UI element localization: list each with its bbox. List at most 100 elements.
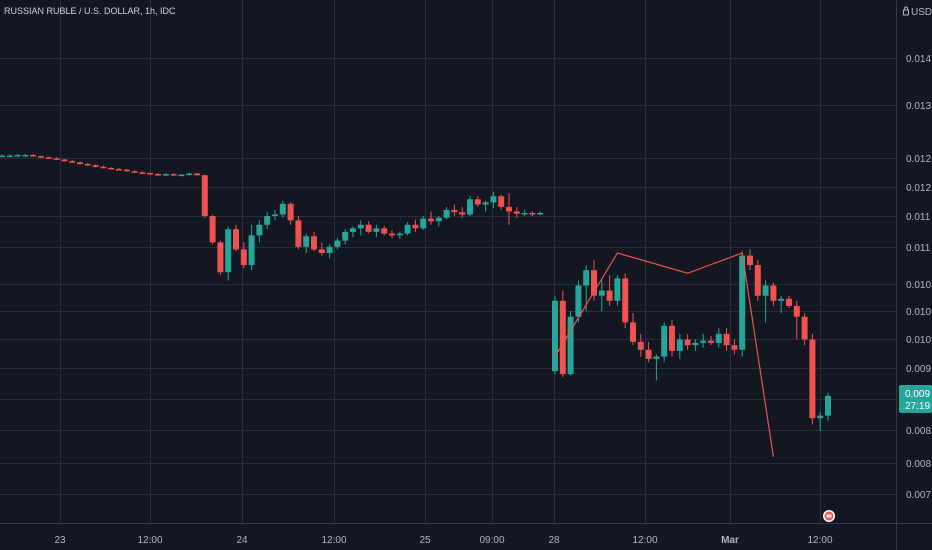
- y-tick-label: 0.012: [906, 154, 931, 165]
- candle-body: [809, 339, 816, 419]
- x-tick-label: 24: [236, 535, 248, 546]
- candle-body: [373, 228, 380, 232]
- candle-body: [786, 298, 792, 306]
- candle-body: [365, 224, 372, 232]
- candles: [0, 153, 831, 431]
- y-tick-label: 0.008: [906, 459, 931, 470]
- currency-label: USD: [911, 7, 932, 18]
- candle-body: [739, 255, 746, 350]
- candle-body: [6, 155, 13, 158]
- candle-body: [108, 167, 115, 170]
- candle-body: [490, 196, 497, 203]
- candle-body: [793, 305, 800, 317]
- chart-title: RUSSIAN RUBLE / U.S. DOLLAR, 1h, IDC: [4, 6, 176, 16]
- candle-body: [467, 199, 473, 215]
- candle-body: [334, 240, 341, 247]
- candle-body: [692, 342, 699, 346]
- candle-body: [256, 224, 263, 236]
- candle-body: [295, 220, 302, 247]
- x-tick-label: 23: [54, 535, 66, 546]
- candle-body: [77, 162, 83, 164]
- candle-body: [178, 174, 185, 177]
- y-tick-label: 0.011: [906, 212, 931, 223]
- candle-body: [482, 202, 489, 205]
- candle-body: [513, 211, 520, 214]
- candle-body: [131, 171, 138, 173]
- candle-body: [645, 349, 652, 359]
- currency-selector[interactable]: USD: [903, 6, 932, 18]
- x-tick-label: 12:00: [321, 535, 346, 546]
- pattern-polyline: [554, 252, 774, 457]
- event-icon[interactable]: [823, 510, 835, 522]
- candle-body: [684, 339, 691, 346]
- candle-body: [575, 285, 582, 317]
- candle-body: [420, 218, 427, 229]
- pattern-line: [554, 252, 774, 457]
- candle-body: [92, 165, 99, 167]
- candle-body: [303, 236, 310, 247]
- candle-body: [84, 164, 91, 166]
- candle-body: [801, 316, 808, 340]
- x-tick-label: 12:00: [807, 535, 832, 546]
- candle-body: [53, 158, 60, 160]
- candle-body: [139, 172, 146, 174]
- candle-body: [342, 231, 349, 241]
- candle-body: [614, 278, 621, 301]
- candle-body: [116, 169, 122, 171]
- candle-body: [676, 339, 683, 351]
- candle-body: [567, 316, 574, 375]
- grid-lines: [0, 0, 896, 523]
- candle-body: [653, 356, 660, 359]
- candle-body: [506, 206, 512, 212]
- candle-body: [389, 233, 395, 236]
- candle-body: [715, 333, 722, 343]
- candle-body: [186, 173, 193, 176]
- x-tick-label: 09:00: [479, 535, 504, 546]
- candle-body: [754, 265, 761, 296]
- candle-body: [825, 395, 831, 416]
- candle-body: [248, 235, 255, 266]
- candle-body: [700, 340, 707, 343]
- y-tick-label: 0.012: [906, 183, 931, 194]
- candle-body: [630, 322, 636, 342]
- candle-body: [606, 290, 613, 301]
- candle-body: [217, 242, 224, 273]
- candle-body: [778, 298, 785, 301]
- candle-body: [357, 224, 364, 229]
- candle-body: [69, 161, 76, 163]
- candle-body: [708, 340, 714, 343]
- candle-body: [552, 300, 558, 372]
- candle-body: [225, 229, 232, 273]
- candle-body: [30, 155, 37, 157]
- y-tick-label: 0.014: [906, 54, 931, 65]
- x-tick-label: 25: [419, 535, 431, 546]
- y-tick-label: 0.007: [906, 490, 931, 501]
- candle-body: [412, 224, 419, 229]
- candle-body: [194, 173, 200, 176]
- candle-body: [529, 212, 536, 215]
- candle-body: [817, 415, 824, 419]
- candle-body: [240, 249, 247, 266]
- candle-body: [22, 155, 29, 157]
- candle-body: [14, 155, 21, 157]
- candle-body: [162, 174, 169, 176]
- candle-body: [583, 270, 590, 286]
- candle-body: [311, 236, 317, 250]
- candle-body: [747, 255, 753, 266]
- lock-icon: [903, 6, 909, 16]
- last-price-label: 0.009 27:19: [899, 385, 932, 413]
- x-tick-label: 12:00: [632, 535, 657, 546]
- candle-body: [201, 175, 208, 216]
- candle-body: [170, 174, 177, 176]
- candle-body: [669, 325, 675, 351]
- last-price-value: 0.009: [905, 389, 930, 400]
- candle-body: [474, 199, 481, 205]
- candle-body: [661, 325, 668, 357]
- candle-body: [762, 285, 769, 296]
- y-tick-label: 0.009: [906, 364, 931, 375]
- candle-body: [279, 203, 286, 215]
- candle-body: [287, 203, 294, 221]
- x-tick-label: Mar: [721, 535, 739, 546]
